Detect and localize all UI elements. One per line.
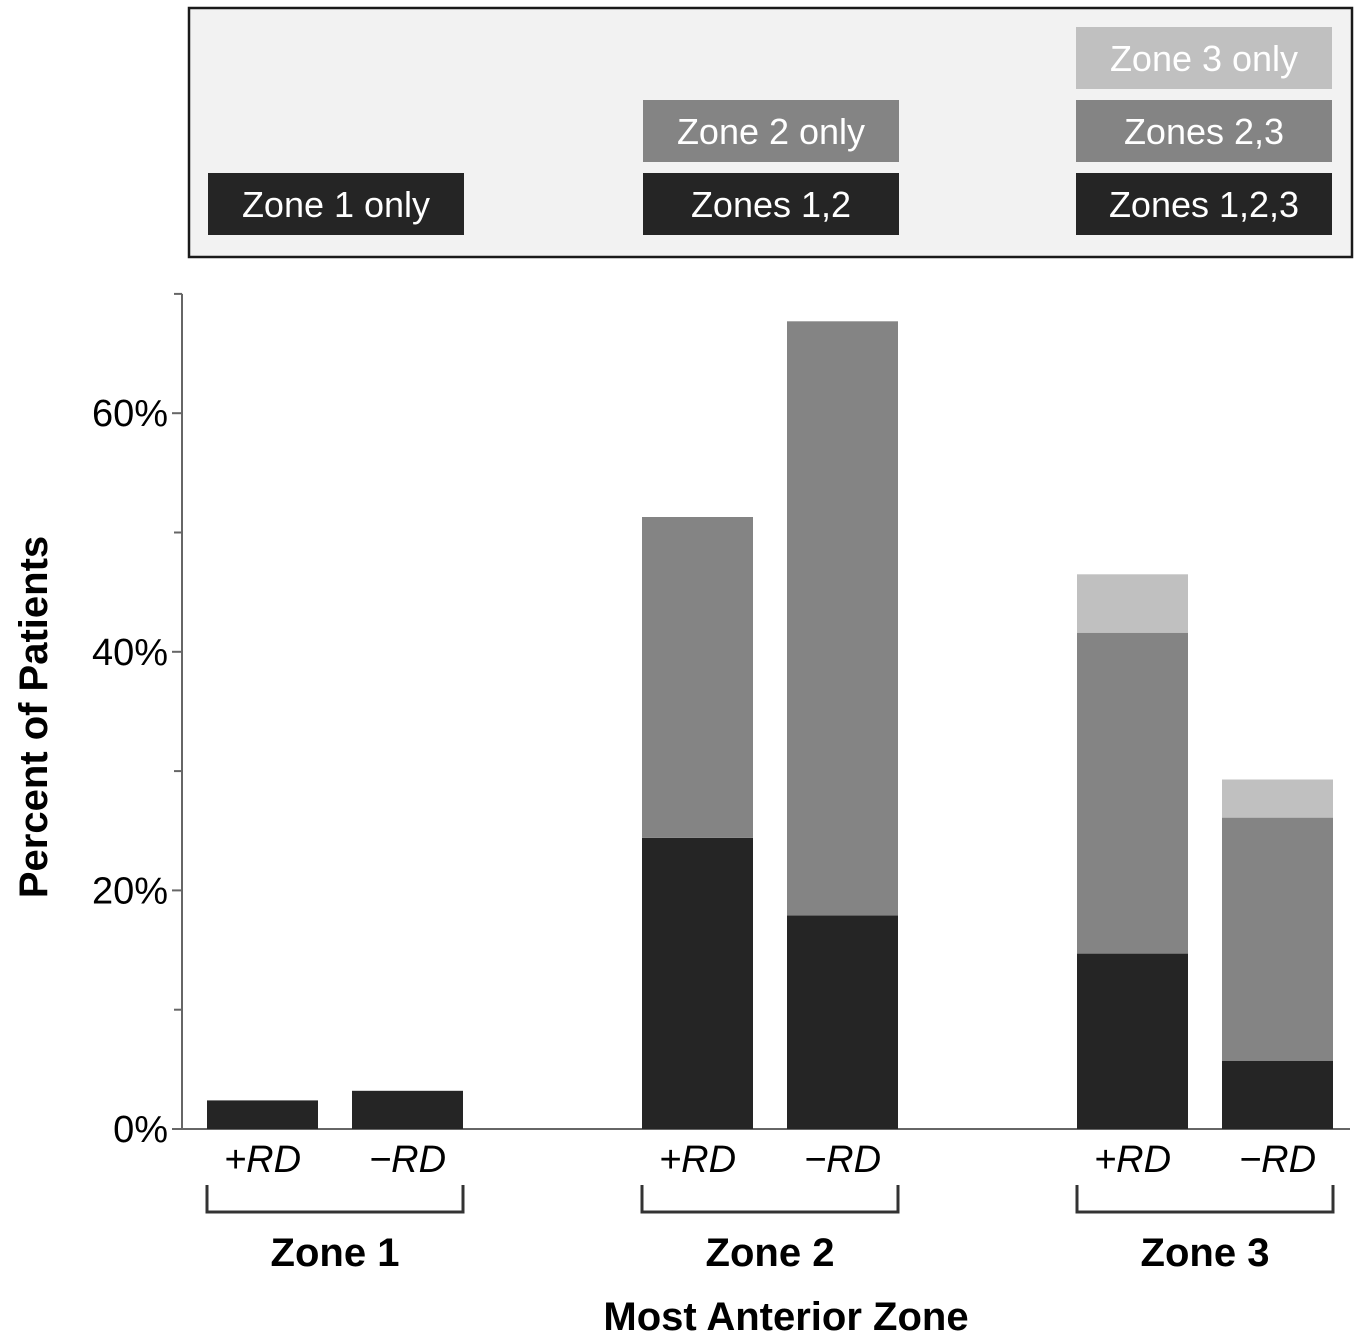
y-tick-label-20: 20% <box>92 870 168 912</box>
group-bracket-zone-3 <box>1075 1185 1335 1214</box>
legend-item-zones-1-2-3: Zones 1,2,3 <box>1076 173 1332 235</box>
legend-swatch-zone-3-only <box>1076 27 1332 89</box>
group-label-zone-1: Zone 1 <box>271 1231 400 1275</box>
legend-swatch-zone-2-only <box>643 100 899 162</box>
group-bracket-zone-2 <box>640 1185 900 1214</box>
group-label-zone-3: Zone 3 <box>1141 1231 1270 1275</box>
bar-zone-3-plusrd-zone-3-only <box>1077 574 1188 633</box>
group-bracket-zone-1 <box>205 1185 465 1214</box>
legend: Zone 1 only Zone 2 only Zones 1,2 Zone 3 on… <box>208 27 1332 235</box>
bar-zone-3-minusrd-zones-1-2-3 <box>1222 1061 1333 1129</box>
bar-zone-1-plusrd-zone-1-only <box>207 1100 318 1129</box>
y-tick-label-0: 0% <box>113 1109 168 1151</box>
legend-swatch-zones-2-3 <box>1076 100 1332 162</box>
bar-zone-2-plusrd-zone-2-only <box>642 517 753 838</box>
bar-zone-2-plusrd-zones-1-2 <box>642 837 753 1129</box>
legend-swatch-zone-1-only <box>208 173 464 235</box>
legend-item-zones-1-2: Zones 1,2 <box>643 173 899 235</box>
legend-label-zones-1-2: Zones 1,2 <box>691 184 851 225</box>
bar-zone-2-minusrd-zone-2-only <box>787 321 898 916</box>
x-tick-label-zone-1-minusrd: −RD <box>369 1139 446 1181</box>
bar-zone-2-minusrd-zones-1-2 <box>787 915 898 1129</box>
x-tick-label-zone-3-minusrd: −RD <box>1239 1139 1316 1181</box>
legend-item-zones-2-3: Zones 2,3 <box>1076 100 1332 162</box>
x-tick-label-zone-3-plusrd: +RD <box>1094 1139 1171 1181</box>
x-tick-label-zone-2-plusrd: +RD <box>659 1139 736 1181</box>
legend-swatch-zones-1-2-3 <box>1076 173 1332 235</box>
legend-label-zones-1-2-3: Zones 1,2,3 <box>1109 184 1299 225</box>
y-tick-label-40: 40% <box>92 632 168 674</box>
bars <box>207 321 1333 1129</box>
bar-zone-1-minusrd-zone-1-only <box>352 1090 463 1129</box>
bar-zone-3-minusrd-zone-3-only <box>1222 779 1333 818</box>
legend-item-zone-3-only: Zone 3 only <box>1076 27 1332 89</box>
bar-zone-3-minusrd-zones-2-3 <box>1222 817 1333 1061</box>
legend-label-zone-3-only: Zone 3 only <box>1110 38 1298 79</box>
bar-zone-3-plusrd-zones-2-3 <box>1077 632 1188 954</box>
legend-item-zone-2-only: Zone 2 only <box>643 100 899 162</box>
y-axis: 0% 20% 40% 60% <box>92 292 183 1151</box>
x-axis-title: Most Anterior Zone <box>603 1295 968 1338</box>
bar-zone-3-plusrd-zones-1-2-3 <box>1077 953 1188 1129</box>
legend-label-zones-2-3: Zones 2,3 <box>1124 111 1284 152</box>
y-tick-label-60: 60% <box>92 393 168 435</box>
legend-label-zone-1-only: Zone 1 only <box>242 184 430 225</box>
x-tick-label-zone-1-plusrd: +RD <box>224 1139 301 1181</box>
x-tick-label-zone-2-minusrd: −RD <box>804 1139 881 1181</box>
legend-item-zone-1-only: Zone 1 only <box>208 173 464 235</box>
legend-swatch-zones-1-2 <box>643 173 899 235</box>
legend-label-zone-2-only: Zone 2 only <box>677 111 865 152</box>
category-labels: +RD −RD +RD −RD +RD −RD <box>224 1139 1316 1181</box>
group-labels: Zone 1 Zone 2 Zone 3 <box>205 1185 1335 1275</box>
y-axis-title: Percent of Patients <box>12 536 56 898</box>
group-label-zone-2: Zone 2 <box>706 1231 835 1275</box>
